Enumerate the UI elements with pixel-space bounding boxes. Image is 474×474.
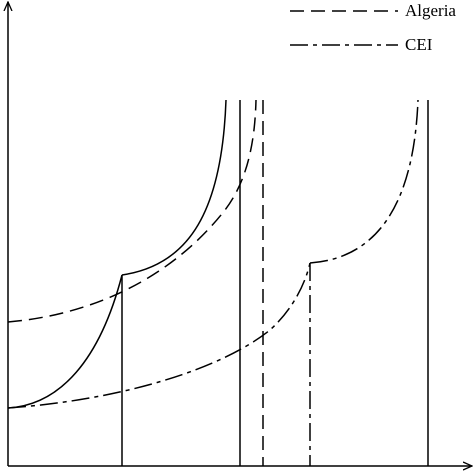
solid-curve	[7, 274, 123, 409]
dashdot-curve	[309, 99, 419, 264]
legend-label: Algeria	[405, 1, 456, 20]
dashed-curve	[7, 99, 257, 323]
legend-label: CEI	[405, 35, 433, 54]
dashdot-curve	[7, 262, 311, 409]
solid-curve	[121, 99, 227, 276]
